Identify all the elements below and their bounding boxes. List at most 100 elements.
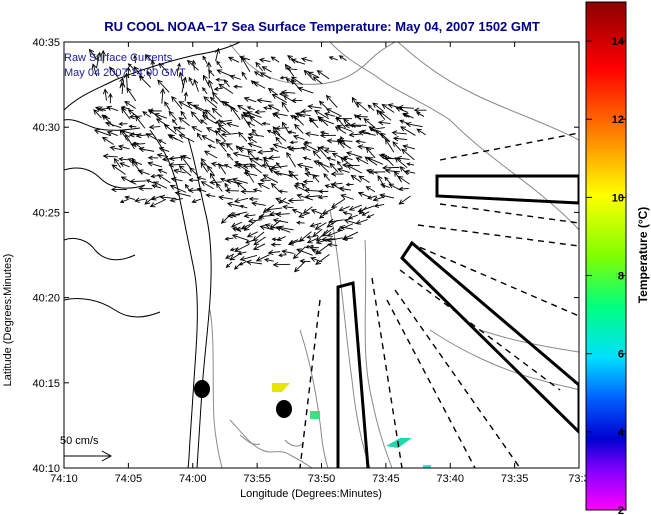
vector-head bbox=[239, 256, 246, 262]
vector-head bbox=[304, 194, 311, 200]
y-axis-label: Latitude (Degrees:Minutes) bbox=[2, 254, 14, 387]
vector-shaft bbox=[282, 250, 294, 254]
vector-head bbox=[181, 76, 188, 83]
vector-head bbox=[96, 51, 102, 58]
vector-head bbox=[229, 255, 236, 261]
vector-head bbox=[281, 101, 287, 108]
vector-head bbox=[317, 117, 324, 123]
vector-shaft bbox=[109, 67, 119, 79]
vector-head bbox=[196, 187, 202, 193]
vector-shaft bbox=[253, 81, 266, 89]
vector-shaft bbox=[271, 165, 288, 169]
vector-head bbox=[325, 108, 332, 114]
vector-shaft bbox=[263, 157, 271, 160]
vector-shaft bbox=[219, 120, 227, 126]
vector-head bbox=[316, 70, 323, 76]
vector-head bbox=[191, 59, 197, 65]
vector-head bbox=[361, 212, 366, 216]
vector-head bbox=[233, 84, 238, 89]
vector-shaft bbox=[326, 108, 342, 117]
vector-shaft bbox=[234, 197, 249, 203]
vector-head bbox=[270, 242, 276, 247]
vector-shaft bbox=[297, 87, 314, 94]
vector-head bbox=[178, 101, 185, 107]
vector-shaft bbox=[128, 158, 143, 165]
vector-head bbox=[292, 253, 299, 260]
vector-head bbox=[101, 136, 108, 142]
vector-shaft bbox=[206, 127, 218, 134]
vector-shaft bbox=[128, 109, 138, 118]
vector-shaft bbox=[93, 109, 102, 119]
vector-head bbox=[288, 173, 293, 178]
vector-shaft bbox=[249, 116, 263, 126]
vector-shaft bbox=[379, 154, 393, 159]
vector-shaft bbox=[232, 234, 249, 241]
vector-head bbox=[265, 206, 272, 213]
vector-shaft bbox=[367, 213, 375, 218]
vector-shaft bbox=[324, 112, 335, 117]
vector-shaft bbox=[157, 79, 170, 93]
vector-head bbox=[262, 207, 269, 213]
vector-head bbox=[233, 197, 240, 204]
vector-head bbox=[326, 237, 333, 243]
vector-head bbox=[358, 175, 365, 181]
vector-shaft bbox=[158, 63, 168, 73]
vector-head bbox=[196, 176, 202, 181]
vector-shaft bbox=[177, 127, 185, 129]
vector-head bbox=[306, 235, 311, 239]
vector-shaft bbox=[224, 164, 232, 169]
vector-head bbox=[296, 220, 301, 225]
vector-head bbox=[282, 204, 288, 210]
vector-shaft bbox=[380, 132, 390, 142]
vector-shaft bbox=[121, 130, 138, 136]
vector-shaft bbox=[206, 194, 216, 197]
vector-shaft bbox=[203, 75, 211, 88]
vector-shaft bbox=[392, 141, 402, 152]
vector-head bbox=[128, 132, 135, 138]
vector-head bbox=[326, 138, 333, 144]
vector-shaft bbox=[343, 237, 354, 240]
vector-head bbox=[157, 79, 163, 86]
vector-head bbox=[330, 183, 337, 189]
vector-head bbox=[100, 49, 106, 56]
vector-head bbox=[321, 231, 328, 237]
vector-head bbox=[173, 168, 180, 174]
vector-head bbox=[206, 127, 212, 133]
vector-head bbox=[183, 91, 188, 97]
vector-shaft bbox=[254, 71, 263, 77]
x-tick-label: 74:00 bbox=[179, 473, 207, 485]
vector-shaft bbox=[314, 160, 330, 168]
vector-shaft bbox=[157, 154, 169, 158]
vector-shaft bbox=[324, 150, 336, 153]
vector-shaft bbox=[215, 48, 219, 62]
vector-head bbox=[251, 128, 257, 134]
vector-head bbox=[147, 155, 153, 161]
y-tick-label: 40:15 bbox=[32, 378, 60, 390]
vector-shaft bbox=[406, 123, 423, 128]
vector-head bbox=[220, 218, 227, 224]
vector-head bbox=[257, 149, 264, 155]
vector-head bbox=[397, 175, 404, 182]
vector-head bbox=[347, 214, 354, 220]
vector-shaft bbox=[297, 194, 314, 201]
vector-head bbox=[225, 254, 231, 259]
vector-head bbox=[244, 168, 250, 175]
vector-head bbox=[311, 248, 317, 254]
vector-shaft bbox=[382, 104, 395, 113]
vector-head bbox=[225, 263, 230, 268]
vector-head bbox=[229, 74, 236, 80]
vector-shaft bbox=[215, 130, 227, 142]
vector-head bbox=[381, 153, 388, 160]
vector-head bbox=[339, 224, 346, 231]
vector-shaft bbox=[208, 80, 215, 95]
vector-head bbox=[261, 121, 266, 126]
vector-shaft bbox=[253, 243, 266, 250]
vector-shaft bbox=[291, 59, 306, 65]
vector-head bbox=[233, 265, 239, 270]
vector-shaft bbox=[301, 58, 313, 62]
vector-head bbox=[125, 66, 131, 72]
vector-shaft bbox=[297, 113, 311, 116]
vector-shaft bbox=[335, 126, 347, 134]
vector-shaft bbox=[392, 132, 407, 135]
vector-head bbox=[309, 245, 314, 250]
